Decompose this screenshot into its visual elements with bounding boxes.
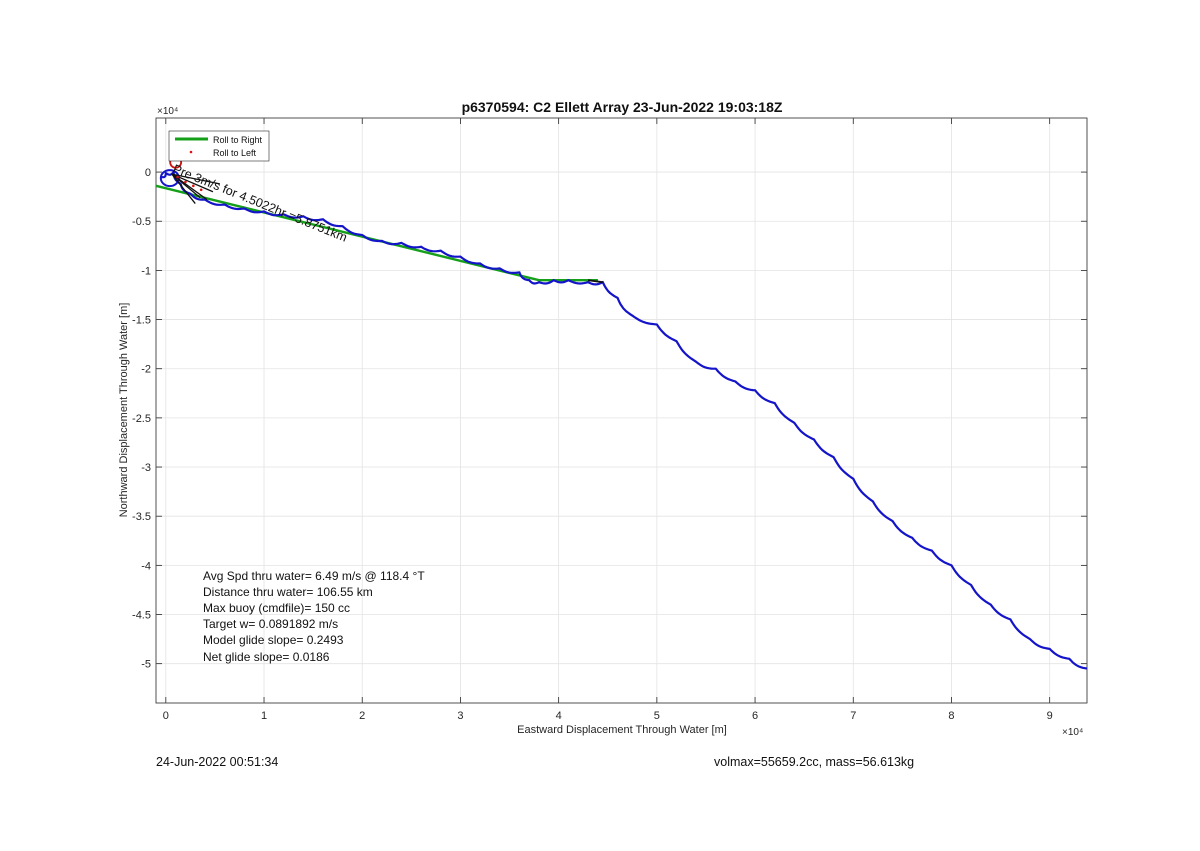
legend-label-roll-left: Roll to Left <box>213 148 257 158</box>
y-tick-label: -1.5 <box>132 315 151 327</box>
y-tick-label: -4.5 <box>132 610 151 622</box>
annotation-distance: Distance thru water= 106.55 km <box>203 585 373 599</box>
chart-title: p6370594: C2 Ellett Array 23-Jun-2022 19… <box>462 99 783 115</box>
series-layer <box>155 155 1088 670</box>
roll-left-point <box>176 175 179 179</box>
end-segment-marker <box>587 279 603 284</box>
legend-label-roll-right: Roll to Right <box>213 135 263 145</box>
y-tick-label: -2.5 <box>132 413 151 425</box>
roll-left-point <box>199 188 203 192</box>
x-tick-label: 7 <box>850 710 856 722</box>
annotation-block: Avg Spd thru water= 6.49 m/s @ 118.4 °T … <box>203 569 425 664</box>
legend-box <box>168 130 270 162</box>
x-axis-label: Eastward Displacement Through Water [m] <box>517 724 727 736</box>
y-tick-label: -3 <box>141 462 151 474</box>
y-tick-label: -5 <box>141 659 151 671</box>
series-line-roll-right <box>155 184 598 282</box>
roll-left-point <box>184 180 187 184</box>
x-tick-label: 0 <box>163 710 169 722</box>
y-tick-label: -1 <box>141 265 151 277</box>
legend-swatch-roll-left <box>189 150 193 154</box>
x-tick-label: 4 <box>556 710 562 722</box>
legend: Roll to Right Roll to Left <box>168 130 270 162</box>
y-exponent-label: ×10⁴ <box>157 106 178 117</box>
x-tick-label: 2 <box>359 710 365 722</box>
x-tick-label: 6 <box>752 710 758 722</box>
y-tick-label: -3.5 <box>132 511 151 523</box>
dive-vector-line <box>171 173 220 185</box>
annotation-max-buoy: Max buoy (cmdfile)= 150 cc <box>203 601 350 615</box>
y-tick-label: 0 <box>145 167 151 179</box>
x-tick-label: 5 <box>654 710 660 722</box>
y-tick-label: -4 <box>141 560 151 572</box>
x-exponent-label: ×10⁴ <box>1062 727 1083 738</box>
trajectory-start-loop <box>159 169 180 188</box>
dive-vector-line <box>171 173 201 199</box>
footer-volume-mass: volmax=55659.2cc, mass=56.613kg <box>714 755 915 769</box>
roll-left-point <box>192 184 195 188</box>
annotation-target-w: Target w= 0.0891892 m/s <box>203 617 338 631</box>
x-tick-label: 3 <box>457 710 463 722</box>
y-tick-label: -2 <box>141 364 151 376</box>
footer-timestamp: 24-Jun-2022 00:51:34 <box>156 755 279 769</box>
series-line-trajectory <box>160 169 1088 670</box>
x-tick-label: 9 <box>1047 710 1053 722</box>
y-axis-label: Northward Displacement Through Water [m] <box>118 303 130 518</box>
dive-vector-line <box>171 173 196 204</box>
grid <box>156 118 1087 703</box>
x-tick-label: 8 <box>948 710 954 722</box>
y-tick-label: -0.5 <box>132 216 151 228</box>
annotation-net-glide: Net glide slope= 0.0186 <box>203 650 330 664</box>
annotation-avg-speed: Avg Spd thru water= 6.49 m/s @ 118.4 °T <box>203 569 425 583</box>
ticks: 0 1 2 3 4 5 6 7 8 9 0 -0.5 -1 -1.5 -2 -2.5 -3 -3.5 -4 -4.5 -… <box>132 118 1087 722</box>
x-tick-label: 1 <box>261 710 267 722</box>
annotation-model-glide: Model glide slope= 0.2493 <box>203 633 344 647</box>
plot-area <box>155 117 1088 704</box>
